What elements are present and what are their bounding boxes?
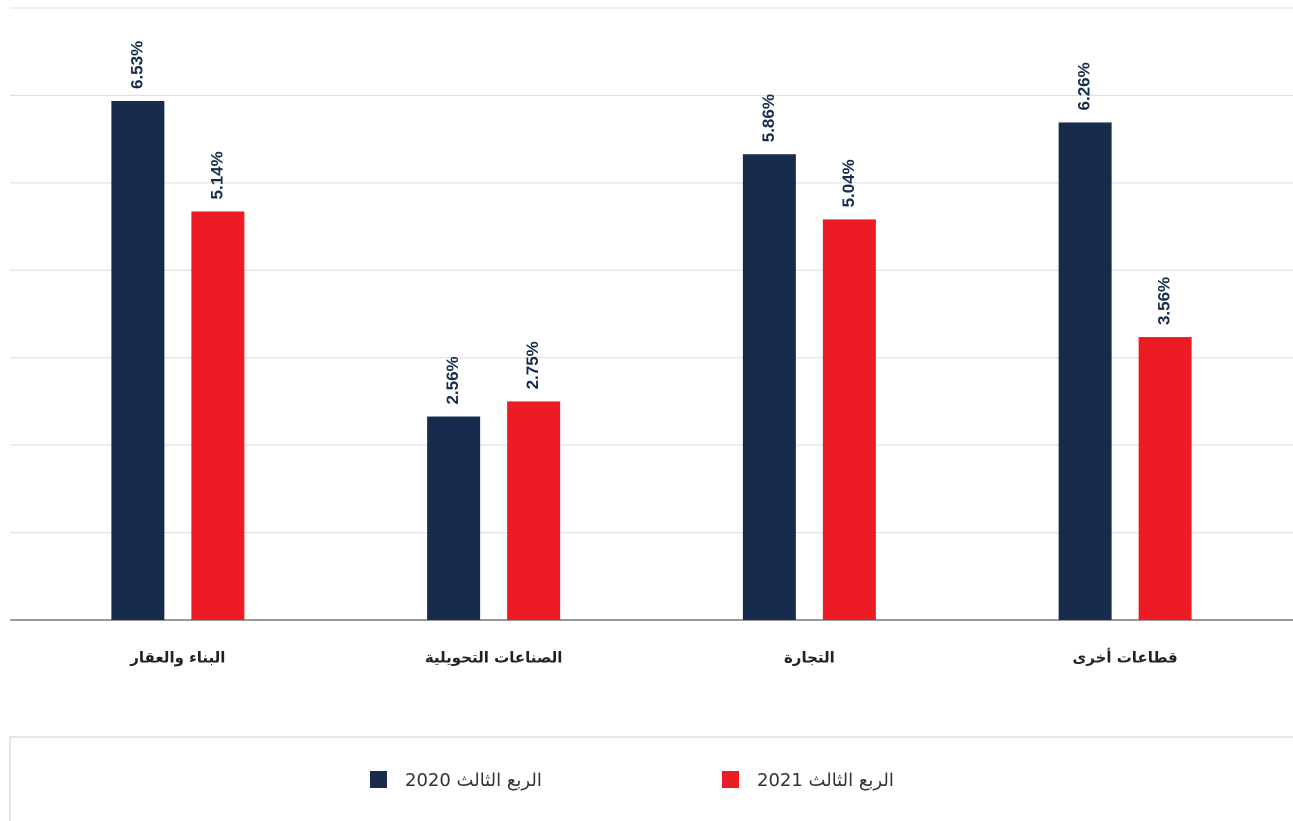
data-label: 6.26% <box>1075 62 1094 110</box>
bar <box>427 416 481 620</box>
data-label: 5.14% <box>207 151 226 199</box>
legend-swatch <box>722 771 739 788</box>
bar <box>191 211 245 620</box>
data-label: 5.04% <box>839 159 858 207</box>
bar <box>507 401 561 620</box>
legend-label: الربع الثالث 2020 <box>405 770 542 791</box>
data-label: 2.56% <box>443 356 462 404</box>
legend-swatch <box>370 771 387 788</box>
data-label: 2.75% <box>523 341 542 389</box>
bar <box>822 219 876 620</box>
legend-label: الربع الثالث 2021 <box>757 770 894 791</box>
bar <box>111 100 165 621</box>
x-tick-label: الصناعات التحويلية <box>425 649 563 667</box>
x-tick-label: قطاعات أخرى <box>1072 648 1177 667</box>
bar <box>1058 122 1112 620</box>
data-label: 5.86% <box>759 94 778 142</box>
data-label: 6.53% <box>127 41 146 89</box>
x-tick-label: التجارة <box>784 649 835 667</box>
bar <box>1138 337 1192 620</box>
data-label: 3.56% <box>1155 277 1174 325</box>
x-tick-label: البناء والعقار <box>129 649 225 667</box>
legend-box <box>9 736 1293 821</box>
bar <box>742 154 796 621</box>
